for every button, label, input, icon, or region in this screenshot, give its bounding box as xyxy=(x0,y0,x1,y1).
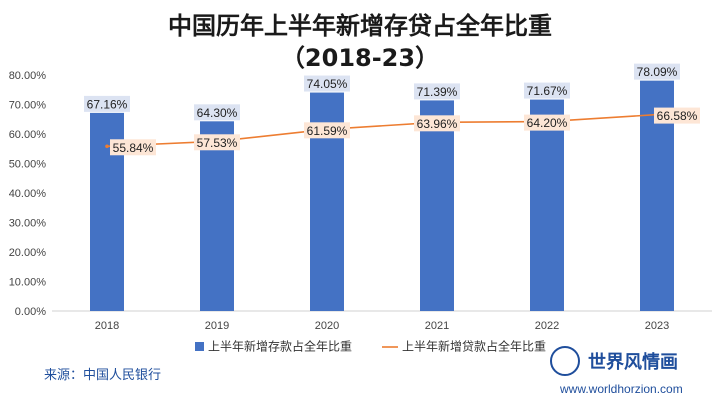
line-data-label: 61.59% xyxy=(307,124,348,138)
bar-series xyxy=(90,80,674,312)
line-data-label-bg xyxy=(194,134,240,151)
brand-logo: 世界风情画 www.worldhorzion.com xyxy=(542,344,702,396)
legend: 上半年新增存款占全年比重 上半年新增贷款占全年比重 xyxy=(195,339,546,354)
y-tick-label: 50.00% xyxy=(9,159,47,171)
bar xyxy=(200,121,234,311)
line-data-label-bg xyxy=(304,122,350,139)
x-tick-label: 2020 xyxy=(315,320,339,332)
y-tick-label: 10.00% xyxy=(9,277,47,289)
bar-data-label: 78.09% xyxy=(637,65,678,79)
y-tick-label: 70.00% xyxy=(9,100,47,112)
bar-data-label-bg xyxy=(84,95,130,112)
brand-name: 世界风情画 xyxy=(588,352,678,373)
bar xyxy=(530,99,564,311)
bar xyxy=(420,100,454,311)
chart-subtitle: （2018-23） xyxy=(281,44,439,72)
x-tick-label: 2019 xyxy=(205,320,229,332)
x-tick-label: 2023 xyxy=(645,320,669,332)
line-data-label: 57.53% xyxy=(197,136,238,150)
bar-data-label-bg xyxy=(524,82,570,99)
bar-data-label: 74.05% xyxy=(307,77,348,91)
line-point xyxy=(105,144,109,149)
data-labels: 67.16% 64.30% 74.05% 71.39% 71.67% 78.09% 55.8… xyxy=(84,63,700,156)
legend-bar-label: 上半年新增存款占全年比重 xyxy=(208,339,352,354)
line-data-label: 63.96% xyxy=(417,117,458,131)
source-note: 来源：中国人民银行 xyxy=(44,368,162,383)
bar-data-label: 71.39% xyxy=(417,85,458,99)
x-tick-label: 2018 xyxy=(95,320,119,332)
y-tick-label: 80.00% xyxy=(9,70,47,82)
line-data-label-bg xyxy=(524,114,570,131)
legend-line-label: 上半年新增贷款占全年比重 xyxy=(402,339,546,354)
legend-bar-swatch xyxy=(195,342,204,351)
bar-data-label-bg xyxy=(304,75,350,92)
chart-title: 中国历年上半年新增存贷占全年比重 xyxy=(168,12,552,40)
line-data-label-bg xyxy=(414,115,460,132)
line-data-label-bg xyxy=(110,139,156,156)
y-tick-label: 30.00% xyxy=(9,218,47,230)
globe-icon xyxy=(550,346,580,376)
y-tick-label: 40.00% xyxy=(9,188,47,200)
y-tick-label: 0.00% xyxy=(15,306,46,318)
bar-data-label-bg xyxy=(194,104,240,121)
y-axis: 0.00% 10.00% 20.00% 30.00% 40.00% 50.00% 60.00… xyxy=(9,70,47,318)
bar-data-label: 67.16% xyxy=(87,97,128,111)
brand-url: www.worldhorzion.com xyxy=(560,382,683,396)
line-data-label: 64.20% xyxy=(527,116,568,130)
line-data-label: 66.58% xyxy=(657,109,698,123)
x-tick-label: 2022 xyxy=(535,320,559,332)
y-tick-label: 20.00% xyxy=(9,247,47,259)
line-data-label: 55.84% xyxy=(113,141,154,155)
line-data-label-bg xyxy=(654,107,700,124)
x-axis: 2018 2019 2020 2021 2022 2023 xyxy=(52,310,712,332)
bar-data-label-bg xyxy=(414,83,460,100)
x-tick-label: 2021 xyxy=(425,320,449,332)
line-series xyxy=(105,112,659,149)
y-tick-label: 60.00% xyxy=(9,129,47,141)
line-path xyxy=(106,113,658,148)
bar-data-label: 64.30% xyxy=(197,106,238,120)
bar-data-label: 71.67% xyxy=(527,84,568,98)
bar-data-label-bg xyxy=(634,63,680,80)
